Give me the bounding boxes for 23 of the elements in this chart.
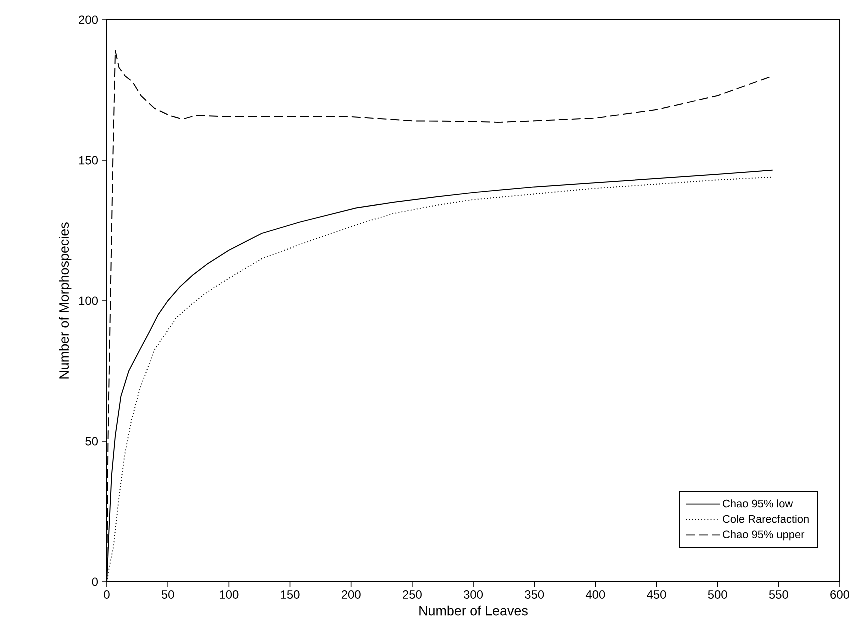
x-tick-label: 50 [162,590,174,599]
x-tick-label: 150 [281,590,300,599]
legend-label: Cole Rarecfaction [723,515,809,524]
x-tick-label: 500 [708,590,728,599]
x-axis-title: Number of Leaves [420,606,528,616]
y-tick-label: 100 [79,296,98,306]
y-tick-label: 50 [86,437,98,446]
x-tick-label: 600 [830,590,850,599]
x-tick-label: 350 [525,590,544,599]
x-tick-label: 0 [104,590,110,599]
x-tick-label: 200 [342,590,361,599]
y-tick-label: 150 [79,156,98,165]
y-tick-label: 200 [79,16,98,24]
y-axis-title: Number of Morphospecies [59,222,72,379]
y-tick-label: 0 [92,578,98,586]
x-tick-label: 450 [647,590,666,599]
x-tick-label: 300 [464,590,484,599]
x-tick-label: 550 [769,590,788,599]
legend-label: Chao 95% low [723,500,794,508]
x-tick-label: 250 [403,590,422,599]
x-tick-label: 100 [220,590,239,599]
x-tick-label: 400 [586,590,606,599]
legend-label: Chao 95% upper [723,530,805,541]
